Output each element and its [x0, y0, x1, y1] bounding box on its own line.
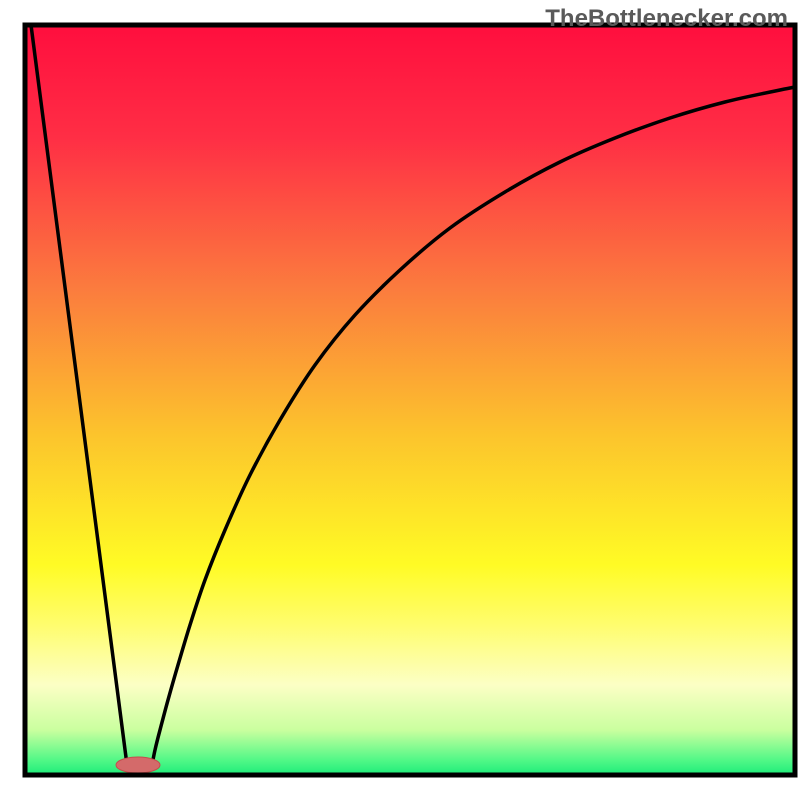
- optimal-marker: [116, 757, 160, 773]
- chart-container: TheBottlenecker.com: [0, 0, 800, 800]
- watermark-text: TheBottlenecker.com: [545, 5, 788, 33]
- bottleneck-chart: [0, 0, 800, 800]
- gradient-background: [25, 25, 795, 775]
